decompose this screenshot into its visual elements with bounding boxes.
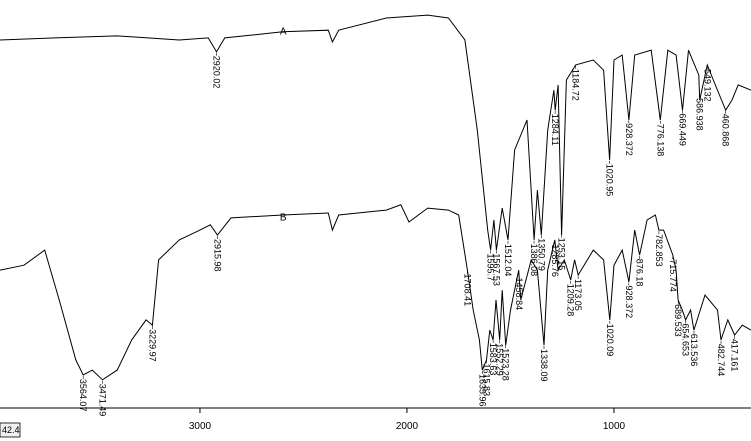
peak-label: 715.774 bbox=[668, 259, 678, 292]
peak-label: 3564.07 bbox=[78, 379, 88, 412]
peak-label: 1523.28 bbox=[501, 348, 511, 381]
peak-label: 1184.72 bbox=[571, 69, 581, 101]
peak-label: 689.533 bbox=[673, 304, 683, 337]
peak-label: 669.449 bbox=[677, 113, 687, 146]
peak-label: 613.536 bbox=[689, 334, 699, 367]
peak-label: 876.18 bbox=[635, 259, 645, 287]
peak-label: 1583.63 bbox=[488, 343, 498, 376]
peak-label: 1567.53 bbox=[491, 253, 501, 286]
peak-label: 1386.08 bbox=[529, 244, 539, 277]
peak-label: 1635.96 bbox=[477, 374, 487, 407]
readout-box bbox=[0, 422, 21, 438]
peak-label: 1552.29 bbox=[495, 343, 505, 376]
series-label: B bbox=[280, 212, 287, 223]
peak-label: 1284.11 bbox=[550, 114, 560, 146]
peak-label: 1458.84 bbox=[514, 278, 524, 311]
peak-label: 928.372 bbox=[624, 123, 634, 156]
peak-label: 482.744 bbox=[716, 344, 726, 377]
series-label: A bbox=[280, 27, 287, 38]
peak-label: 1338.09 bbox=[539, 349, 549, 382]
peak-label: 1350.79 bbox=[536, 238, 546, 271]
readout: 42.4 bbox=[2, 425, 20, 435]
peak-label: 928.372 bbox=[624, 286, 634, 319]
spectrum-line bbox=[0, 14, 751, 251]
peak-label: 776.138 bbox=[655, 124, 665, 157]
x-tick-label: 1000 bbox=[603, 421, 626, 432]
peak-label: 782.853 bbox=[654, 234, 664, 267]
peak-label: 1615.83 bbox=[481, 364, 491, 397]
peak-label: 1285.76 bbox=[550, 244, 560, 277]
peak-label: 549.132 bbox=[702, 69, 712, 102]
peak-label: 460.868 bbox=[721, 114, 731, 147]
peak-label: 1173.05 bbox=[573, 279, 583, 311]
peak-label: 654.653 bbox=[680, 323, 690, 356]
peak-label: 1512.04 bbox=[503, 244, 513, 277]
peak-label: 1209.28 bbox=[566, 284, 576, 317]
peak-label: 3471.49 bbox=[97, 384, 107, 417]
peak-label: 2915.98 bbox=[212, 239, 222, 272]
peak-label: 2920.02 bbox=[212, 56, 222, 89]
peak-label: 3229.97 bbox=[147, 329, 157, 362]
peak-label: 1020.95 bbox=[605, 164, 615, 197]
peak-label: 417.161 bbox=[730, 339, 740, 372]
peak-label: 586.938 bbox=[694, 98, 704, 131]
x-tick-label: 2000 bbox=[396, 421, 419, 432]
peak-label: 1020.09 bbox=[605, 324, 615, 357]
x-tick-label: 3000 bbox=[189, 421, 212, 432]
peak-label: 1253.15 bbox=[557, 238, 567, 271]
peak-label: 1595.7 bbox=[486, 254, 496, 282]
peak-label: 1708.41 bbox=[462, 274, 472, 307]
spectrum-line bbox=[0, 204, 751, 381]
